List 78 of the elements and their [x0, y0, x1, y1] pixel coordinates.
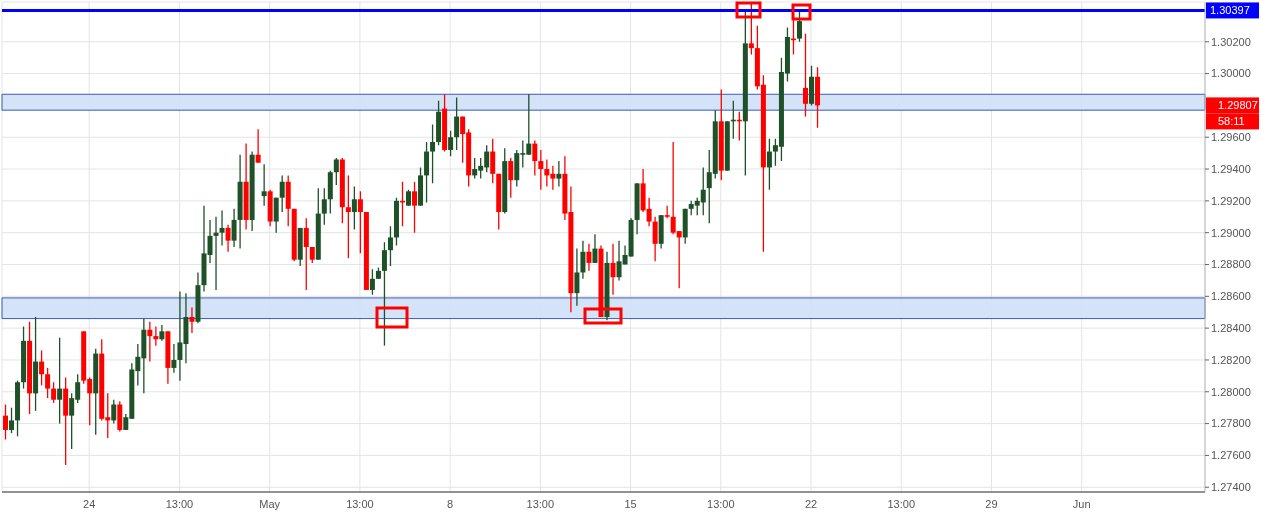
candlestick: [490, 138, 496, 185]
candlestick: [803, 33, 808, 118]
candlestick: [3, 403, 8, 441]
candlestick: [261, 163, 267, 207]
candlestick: [610, 243, 616, 296]
candlestick: [580, 239, 586, 280]
x-tick-label: 13:00: [526, 497, 555, 510]
candlestick: [424, 141, 430, 204]
y-tick-label: 1.29200: [1211, 194, 1251, 207]
candlestick: [111, 399, 117, 425]
text: 1.29807: [1218, 99, 1258, 112]
y-tick-label: 1.29600: [1211, 131, 1251, 144]
x-tick-label: Jun: [1072, 497, 1091, 510]
x-tick-label: 15: [624, 497, 637, 510]
y-tick-label: 1.27800: [1211, 417, 1251, 430]
x-tick-label: 22: [804, 497, 818, 510]
y-tick-label: 1.30200: [1211, 35, 1251, 48]
y-tick-label: 1.27400: [1211, 481, 1251, 494]
y-tick-label: 1.29400: [1211, 162, 1251, 175]
candlestick: [57, 337, 63, 425]
candlestick: [381, 241, 387, 347]
y-tick-label: 1.28000: [1211, 385, 1251, 398]
candlestick: [9, 407, 15, 434]
y-tick-label: 1.27600: [1211, 449, 1251, 462]
candlestick: [225, 224, 231, 253]
candlestick: [153, 325, 159, 347]
y-tick-label: 1.28400: [1211, 322, 1251, 335]
y-tick-label: 1.28200: [1211, 353, 1251, 366]
x-tick-label: 13:00: [887, 497, 916, 510]
candlestick: [387, 225, 393, 267]
text: 58:11: [1218, 115, 1245, 128]
candlestick: [430, 123, 436, 185]
candlestick: [51, 381, 57, 404]
candlestick: [189, 306, 195, 334]
y-tick-label: 1.30000: [1211, 67, 1251, 80]
candlestick: [345, 174, 351, 259]
candlestick: [532, 139, 538, 177]
x-tick-label: May: [259, 497, 281, 510]
candlestick: [207, 219, 213, 264]
candlestick: [351, 185, 357, 231]
candlestick: [796, 10, 802, 43]
y-tick-label: 1.28800: [1211, 258, 1251, 271]
y-tick-label: 1.29000: [1211, 226, 1251, 239]
candlestick: [303, 217, 309, 291]
candlestick: [556, 160, 562, 188]
candlestick: [45, 367, 51, 399]
candlestick: [508, 157, 514, 199]
candlestick: [219, 209, 225, 247]
candlestick: [538, 149, 544, 191]
candlestick: [412, 181, 418, 234]
x-tick-label: 13:00: [707, 497, 735, 510]
candlestick: [171, 343, 177, 374]
candlestick: [586, 243, 592, 272]
candlestick: [766, 138, 772, 191]
x-tick-label: 8: [447, 497, 454, 510]
candlestick: [255, 128, 261, 164]
candlestick: [333, 157, 339, 186]
candlestick: [321, 187, 327, 226]
candlestick: [592, 233, 598, 264]
y-tick-label: 1.28600: [1211, 290, 1251, 303]
candlestick: [748, 2, 754, 56]
candlestick: [273, 197, 279, 234]
x-tick-label: 13:00: [346, 497, 374, 510]
candlestick: [369, 268, 375, 296]
candlestick: [448, 130, 454, 157]
candlestick: [652, 216, 658, 262]
candlestick: [574, 247, 580, 307]
candlestick: [454, 96, 460, 151]
x-tick-label: 13:00: [165, 497, 194, 510]
candlestick: [39, 349, 45, 387]
x-tick-label: 24: [83, 497, 96, 510]
ref-line-label: 1.30397: [1210, 4, 1250, 17]
candlestick: [147, 321, 153, 363]
candlestick: [231, 208, 237, 248]
candlestick: [279, 174, 285, 213]
candlestick: [213, 216, 219, 291]
candlestick: [357, 190, 363, 255]
x-tick-label: 29: [985, 497, 998, 510]
